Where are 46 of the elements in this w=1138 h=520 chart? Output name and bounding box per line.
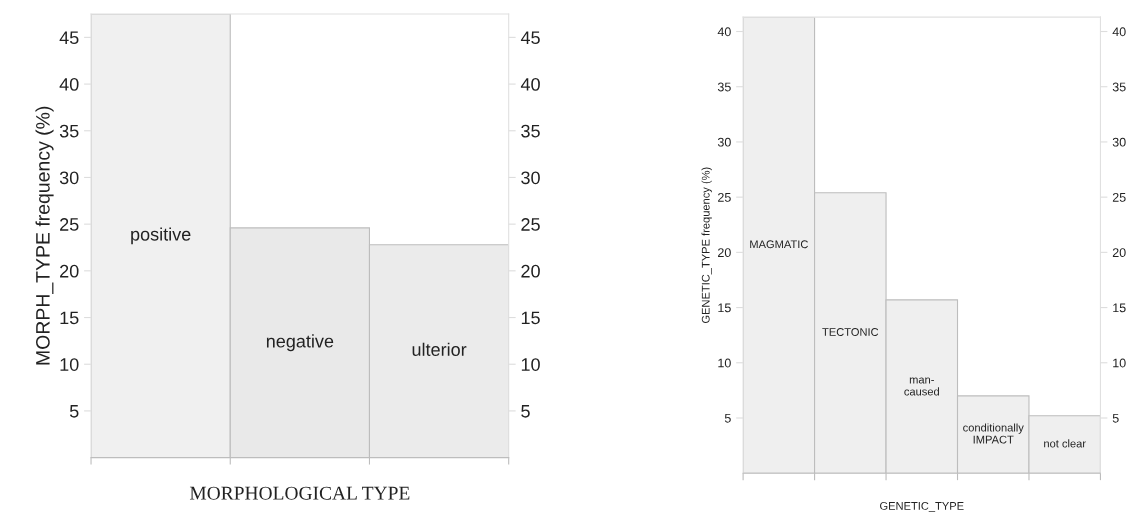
y-tick-label: 15: [718, 303, 731, 313]
x-tick-label: ulterior: [412, 342, 467, 356]
y-tick-label: 25: [718, 192, 731, 202]
y2-tick-label: 30: [1112, 137, 1126, 147]
y-tick-label: 20: [60, 264, 79, 278]
y-tick-label: 10: [60, 358, 79, 371]
y-axis-title: MORPH_TYPE frequency (%): [35, 106, 54, 365]
y-tick-label: 15: [60, 311, 79, 325]
x-tick-label: positive: [131, 227, 191, 245]
y2-tick-label: 40: [1112, 27, 1126, 37]
y-tick-label: 25: [60, 218, 79, 231]
y2-tick-label: 5: [1112, 413, 1119, 423]
x-tick-label: man- caused: [904, 377, 939, 396]
y2-tick-label: 10: [521, 358, 540, 371]
y-tick-label: 30: [717, 137, 731, 147]
y-tick-label: 45: [59, 31, 79, 45]
y2-tick-label: 15: [521, 311, 540, 325]
y-tick-label: 35: [59, 124, 79, 138]
y2-tick-label: 40: [520, 78, 540, 91]
x-axis-title: MORPHOLOGICAL TYPE: [189, 486, 410, 500]
y-tick-label: 10: [718, 358, 731, 368]
y2-tick-label: 45: [520, 31, 540, 45]
y2-tick-label: 25: [521, 218, 540, 231]
y2-tick-label: 10: [1113, 358, 1126, 368]
y2-tick-label: 30: [521, 171, 540, 185]
y-tick-label: 40: [717, 27, 731, 37]
x-tick-label: not clear: [1044, 439, 1086, 448]
y-tick-label: 20: [718, 248, 731, 258]
y2-tick-label: 5: [521, 405, 530, 418]
y2-tick-label: 20: [1112, 248, 1126, 258]
y-tick-label: 30: [59, 171, 79, 185]
y2-tick-label: 35: [1112, 82, 1126, 92]
y2-tick-label: 25: [1112, 192, 1126, 202]
x-tick-label: conditionally IMPACT: [963, 423, 1024, 444]
y2-tick-label: 20: [521, 264, 540, 278]
y-tick-label: 5: [724, 413, 731, 423]
y-tick-label: 35: [717, 82, 731, 92]
y-tick-label: 40: [59, 78, 79, 91]
y2-tick-label: 15: [1113, 303, 1126, 313]
x-tick-label: TECTONIC: [822, 328, 879, 336]
x-axis-title: GENETIC_TYPE: [880, 501, 964, 512]
y-tick-label: 5: [69, 405, 79, 418]
y-axis-title: GENETIC_TYPE frequency (%): [701, 167, 712, 324]
x-tick-label: MAGMATIC: [750, 240, 808, 249]
y2-tick-label: 35: [521, 124, 540, 138]
x-tick-label: negative: [266, 334, 334, 352]
